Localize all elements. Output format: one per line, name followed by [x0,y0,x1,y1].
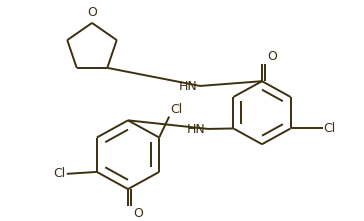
Text: Cl: Cl [54,167,66,180]
Text: HN: HN [179,80,198,93]
Text: O: O [133,207,143,220]
Text: Cl: Cl [324,122,336,135]
Text: O: O [267,50,277,63]
Text: HN: HN [187,123,206,136]
Text: O: O [87,6,97,19]
Text: Cl: Cl [170,103,182,116]
